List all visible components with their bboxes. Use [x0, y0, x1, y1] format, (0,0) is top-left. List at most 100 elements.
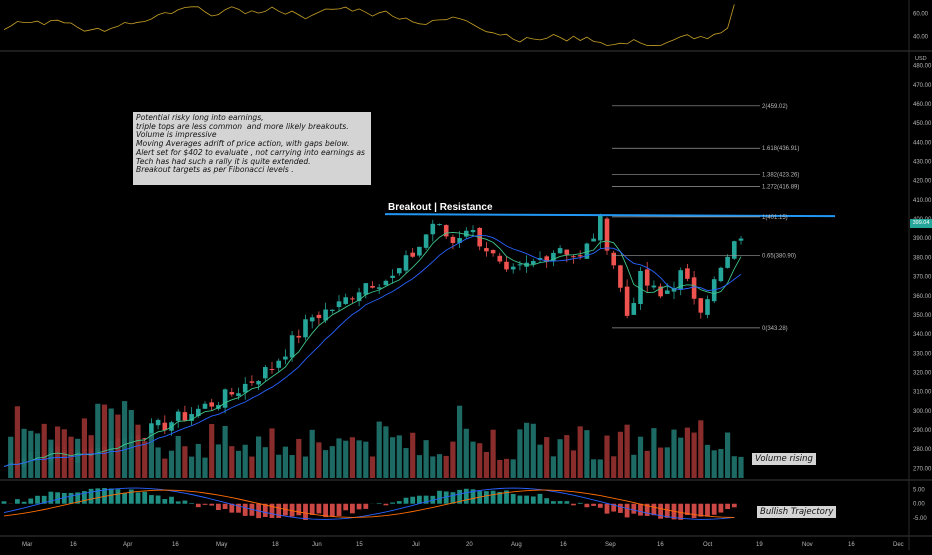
volume-bar — [544, 437, 549, 478]
price-tick-label: 410.00 — [913, 198, 932, 204]
price-tick-label: 370.00 — [913, 275, 932, 281]
macd-histogram-bar — [350, 504, 355, 514]
macd-histogram-bar — [518, 496, 523, 504]
volume-bar — [383, 426, 388, 478]
candle-body — [511, 267, 516, 270]
candle-body — [203, 404, 208, 409]
volume-bar — [537, 445, 542, 478]
volume-bar — [316, 442, 321, 478]
macd-histogram-bar — [705, 504, 710, 517]
macd-histogram-bar — [397, 501, 402, 504]
candle-body — [370, 286, 375, 288]
candle-body — [625, 287, 630, 316]
candle-body — [591, 239, 596, 242]
volume-bar — [417, 455, 422, 478]
volume-bar — [410, 433, 415, 478]
price-tick-label: 440.00 — [913, 140, 932, 146]
candle-body — [578, 255, 583, 256]
volume-bar — [109, 409, 114, 478]
candle-body — [719, 268, 724, 281]
macd-histogram-bar — [544, 498, 549, 504]
macd-histogram-bar — [169, 497, 174, 504]
volume-bar — [249, 457, 254, 478]
candle-body — [270, 369, 275, 370]
volume-bar — [149, 433, 154, 478]
volume-bar — [269, 428, 274, 478]
macd-histogram-bar — [116, 489, 121, 504]
time-tick-label: Nov — [802, 542, 813, 548]
volume-bar — [732, 456, 737, 478]
macd-histogram-bar — [69, 493, 74, 504]
volume-bar — [243, 445, 248, 478]
candle-body — [699, 298, 704, 312]
volume-bar — [671, 430, 676, 478]
macd-histogram-bar — [625, 504, 630, 518]
candle-body — [739, 239, 744, 241]
candles — [8, 214, 744, 478]
volume-bar — [176, 436, 181, 478]
macd-histogram-bar — [196, 504, 201, 507]
volume-bar — [122, 401, 127, 478]
fib-level-label: 0.65(380.90) — [762, 254, 796, 260]
macd-histogram-bar — [109, 488, 114, 503]
volume-bar — [229, 446, 234, 478]
macd-histogram-bar — [732, 504, 737, 508]
macd-histogram-bar — [243, 504, 248, 516]
candle-body — [243, 384, 248, 393]
macd-histogram-bar — [55, 492, 60, 503]
last-price-badge: 399.04 — [910, 219, 932, 228]
volume-bar — [236, 451, 241, 478]
volume-bar — [35, 433, 40, 478]
volume-bar — [437, 454, 442, 478]
candle-body — [571, 256, 576, 257]
macd-histogram-bar — [330, 504, 335, 517]
volume-bar — [303, 457, 308, 478]
candle-body — [209, 402, 214, 406]
candle-body — [377, 287, 382, 288]
fib-level-label: 1.382(423.26) — [762, 172, 799, 178]
candle-body — [303, 319, 308, 337]
time-tick-label: 16 — [560, 542, 567, 548]
volume-bar — [611, 456, 616, 478]
volume-bar — [357, 440, 362, 478]
price-tick-label: 310.00 — [913, 390, 932, 396]
volume-bar — [718, 449, 723, 478]
macd-histogram-bar — [15, 499, 20, 504]
candle-body — [437, 224, 442, 225]
volume-bar — [283, 447, 288, 478]
macd-tick-label: 0.00 — [913, 502, 925, 508]
macd-histogram-bar — [357, 504, 362, 510]
candle-body — [444, 225, 449, 236]
volume-bar — [397, 435, 402, 478]
time-tick-label: 18 — [272, 542, 279, 548]
macd-histogram-bar — [484, 491, 489, 504]
volume-bar — [15, 406, 20, 478]
rsi-tick-label: 60.00 — [913, 12, 929, 18]
price-tick-label: 340.00 — [913, 332, 932, 338]
time-tick-label: Mar — [22, 542, 32, 548]
candle-body — [337, 301, 342, 307]
volume-bar — [343, 441, 348, 478]
volume-bar — [115, 415, 120, 478]
candle-body — [605, 219, 610, 251]
candle-body — [236, 393, 241, 396]
price-tick-label: 390.00 — [913, 236, 932, 242]
candle-body — [404, 255, 409, 270]
candle-body — [297, 336, 302, 338]
macd-histogram-bar — [538, 494, 543, 504]
macd-histogram-bar — [578, 503, 583, 504]
macd-histogram-bar — [658, 504, 663, 519]
macd-histogram-bar — [176, 501, 181, 503]
macd-histogram-bar — [564, 501, 569, 504]
volume-bar — [665, 447, 670, 478]
volume-bar — [450, 442, 455, 478]
candle-body — [424, 234, 429, 247]
macd-histogram-bar — [618, 504, 623, 513]
candle-body — [256, 381, 261, 384]
candle-body — [692, 277, 697, 298]
macd-histogram-bar — [451, 492, 456, 504]
volume-bar — [363, 442, 368, 478]
volume-bar — [135, 425, 140, 478]
volume-bar — [444, 456, 449, 478]
